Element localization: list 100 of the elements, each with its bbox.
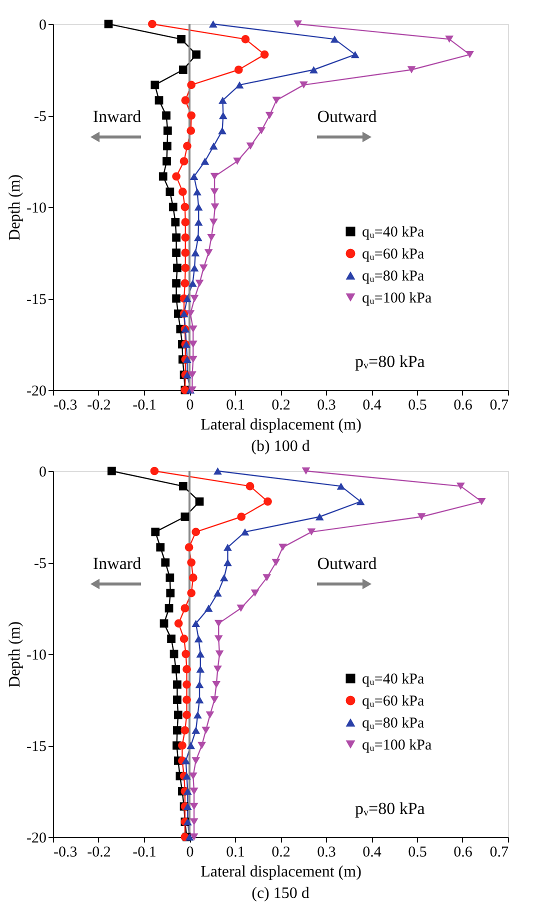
y-tick-label: -20 bbox=[26, 830, 46, 846]
x-axis-title: Lateral displacement (m) bbox=[200, 416, 362, 434]
point bbox=[182, 757, 190, 764]
point bbox=[183, 802, 192, 810]
point bbox=[180, 604, 190, 612]
point bbox=[196, 666, 205, 673]
point bbox=[236, 604, 246, 612]
point bbox=[350, 50, 360, 58]
point bbox=[168, 202, 178, 212]
y-tick-label: -10 bbox=[26, 648, 46, 664]
y-axis-title: Depth (m) bbox=[6, 174, 24, 241]
point bbox=[192, 726, 200, 734]
x-tick-label: 0.4 bbox=[362, 398, 382, 414]
legend-label: qᵤ=100 kPa bbox=[362, 738, 432, 754]
text: (c) 150 d bbox=[252, 885, 310, 902]
x-tick-label: 0.2 bbox=[272, 844, 290, 860]
point bbox=[172, 294, 180, 303]
point bbox=[224, 544, 232, 551]
point bbox=[206, 711, 214, 719]
point bbox=[167, 634, 176, 643]
point bbox=[445, 36, 454, 43]
annotation: Outward bbox=[317, 107, 378, 126]
point bbox=[186, 310, 195, 318]
x-tick-label: 0 bbox=[186, 844, 194, 860]
point bbox=[177, 35, 186, 44]
point bbox=[198, 742, 206, 750]
x-tick-label: -0.3 bbox=[54, 844, 78, 860]
point bbox=[257, 127, 266, 134]
point bbox=[210, 188, 219, 196]
point bbox=[156, 543, 165, 552]
point bbox=[158, 172, 168, 181]
x-tick-label: 0.5 bbox=[408, 844, 427, 860]
x-tick-label: 0.1 bbox=[226, 844, 245, 860]
y-axis-title: Depth (m) bbox=[6, 621, 24, 688]
point bbox=[192, 528, 200, 536]
point bbox=[235, 81, 244, 89]
point bbox=[150, 466, 159, 476]
legend-label: qᵤ=80 kPa bbox=[362, 268, 424, 284]
annotation: Outward bbox=[317, 554, 378, 573]
point bbox=[162, 157, 171, 166]
point bbox=[237, 512, 246, 521]
point bbox=[208, 20, 218, 28]
point bbox=[180, 726, 190, 734]
point bbox=[214, 620, 223, 628]
point bbox=[300, 81, 308, 89]
point bbox=[265, 112, 274, 120]
x-tick-label: -0.1 bbox=[132, 844, 156, 860]
x-tick-label: -0.2 bbox=[87, 844, 111, 860]
legend-label: qᵤ=40 kPa bbox=[362, 672, 424, 688]
point bbox=[199, 264, 208, 272]
point bbox=[166, 188, 174, 196]
annotation: pᵥ=80 kPa bbox=[355, 352, 426, 371]
point bbox=[173, 680, 182, 689]
point bbox=[188, 772, 198, 780]
point bbox=[192, 50, 201, 59]
point bbox=[188, 325, 198, 333]
point bbox=[195, 497, 204, 506]
point bbox=[214, 666, 222, 673]
x-axis-title: Lateral displacement (m) bbox=[200, 864, 362, 880]
point bbox=[151, 528, 160, 536]
y-tick-label: -5 bbox=[34, 556, 46, 572]
x-tick-label: 0.1 bbox=[226, 398, 245, 414]
point bbox=[330, 36, 339, 43]
point bbox=[182, 710, 191, 720]
legend-label: qᵤ=80 kPa bbox=[362, 716, 424, 732]
point bbox=[182, 650, 190, 658]
point bbox=[170, 650, 178, 658]
x-tick-label: 0 bbox=[186, 398, 194, 414]
point bbox=[188, 356, 198, 364]
point bbox=[173, 696, 182, 704]
point bbox=[200, 158, 210, 165]
point bbox=[224, 558, 232, 566]
point bbox=[178, 188, 187, 196]
legend-label: qᵤ=60 kPa bbox=[362, 694, 424, 710]
point bbox=[194, 203, 203, 211]
point bbox=[210, 203, 220, 211]
x-tick-label: 0.6 bbox=[454, 844, 473, 860]
point bbox=[192, 620, 200, 628]
point bbox=[190, 788, 198, 795]
point bbox=[182, 772, 191, 780]
point bbox=[214, 467, 222, 475]
point bbox=[210, 696, 219, 704]
point bbox=[196, 650, 205, 658]
point bbox=[278, 544, 287, 551]
text: (b) 100 d bbox=[251, 438, 310, 455]
point bbox=[204, 249, 213, 256]
point bbox=[246, 482, 254, 490]
point bbox=[194, 218, 203, 226]
point bbox=[187, 558, 196, 567]
point bbox=[148, 20, 156, 28]
point bbox=[218, 127, 226, 134]
y-tick-label: -10 bbox=[26, 200, 46, 216]
point bbox=[183, 788, 192, 795]
point bbox=[183, 294, 192, 302]
point bbox=[190, 294, 199, 302]
point bbox=[182, 680, 191, 689]
point bbox=[466, 50, 474, 58]
point bbox=[185, 833, 194, 841]
point bbox=[407, 66, 416, 74]
point bbox=[207, 234, 216, 242]
